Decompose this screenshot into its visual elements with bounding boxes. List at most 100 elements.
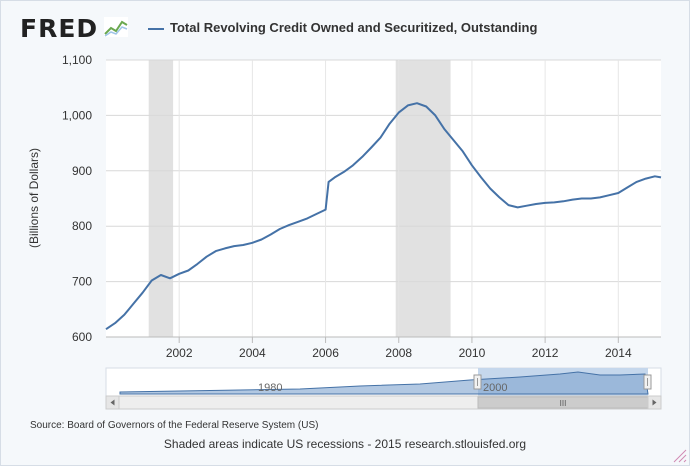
data-point — [517, 206, 519, 208]
y-tick-label: 800 — [72, 219, 92, 233]
plot-background — [106, 60, 661, 337]
data-point — [361, 156, 363, 158]
y-tick-label: 700 — [72, 275, 92, 289]
data-point — [370, 147, 372, 149]
source-note: Source: Board of Governors of the Federa… — [30, 420, 319, 431]
x-tick-label: 2014 — [605, 346, 632, 360]
navigator-label-2000: 2000 — [483, 382, 507, 394]
data-point — [251, 242, 253, 244]
data-point — [471, 164, 473, 166]
data-point — [178, 273, 180, 275]
data-point — [626, 186, 628, 188]
data-point — [142, 292, 144, 294]
series-layer — [105, 102, 662, 331]
data-point — [224, 247, 226, 249]
data-point — [352, 164, 354, 166]
data-point — [328, 181, 330, 183]
fred-logo: FRED — [20, 14, 99, 43]
x-tick-label: 2006 — [312, 346, 339, 360]
axes: 600 700 800 900 1,000 1,100 2002 2004 2006 2008 20… — [62, 53, 661, 360]
data-point — [206, 256, 208, 258]
data-point — [434, 114, 436, 116]
data-point — [270, 234, 272, 236]
data-point — [581, 198, 583, 200]
data-point — [572, 199, 574, 201]
data-point — [443, 128, 445, 130]
data-point — [590, 198, 592, 200]
data-point — [242, 244, 244, 246]
data-point — [498, 196, 500, 198]
y-tick-label: 1,100 — [62, 53, 92, 67]
data-point — [398, 112, 400, 114]
x-tick-label: 2012 — [532, 346, 559, 360]
data-point — [544, 202, 546, 204]
data-point — [261, 238, 263, 240]
y-axis-label: (Billions of Dollars) — [27, 148, 41, 248]
data-point — [114, 322, 116, 324]
data-point — [645, 178, 647, 180]
data-point — [160, 274, 162, 276]
data-point — [123, 314, 125, 316]
y-tick-label: 600 — [72, 330, 92, 344]
data-point — [480, 176, 482, 178]
data-point — [535, 203, 537, 205]
data-point — [169, 277, 171, 279]
scrollbar[interactable]: III — [105, 395, 662, 410]
data-point — [553, 201, 555, 203]
data-point — [215, 250, 217, 252]
data-point — [325, 209, 327, 211]
x-tick-label: 2008 — [385, 346, 412, 360]
data-point — [608, 194, 610, 196]
data-point — [233, 245, 235, 247]
data-point — [489, 188, 491, 190]
data-point — [526, 205, 528, 207]
resize-grip-icon[interactable] — [673, 449, 687, 463]
data-point — [617, 192, 619, 194]
recession-footnote: Shaded areas indicate US recessions - 20… — [163, 437, 527, 451]
data-point — [654, 175, 656, 177]
x-tick-label: 2004 — [239, 346, 266, 360]
data-point — [462, 150, 464, 152]
x-tick-label: 2010 — [459, 346, 486, 360]
legend[interactable]: Total Revolving Credit Owned and Securit… — [148, 20, 537, 35]
legend-swatch — [148, 27, 164, 30]
y-tick-label: 900 — [72, 164, 92, 178]
data-point — [562, 200, 564, 202]
scroll-grip-icon: III — [560, 399, 567, 408]
chevron-left-icon — [110, 399, 115, 406]
data-point — [389, 123, 391, 125]
data-point — [379, 137, 381, 139]
data-point — [660, 176, 662, 178]
data-point — [453, 139, 455, 141]
data-point — [334, 176, 336, 178]
data-point — [132, 303, 134, 305]
data-point — [508, 204, 510, 206]
data-point — [636, 181, 638, 183]
recession-band-1 — [395, 60, 451, 337]
navigator-label-1980: 1980 — [258, 382, 282, 394]
data-point — [306, 217, 308, 219]
chevron-right-icon — [652, 399, 657, 406]
data-point — [196, 263, 198, 265]
data-point — [105, 328, 107, 330]
navigator-series-area — [119, 371, 649, 395]
data-point — [407, 104, 409, 106]
data-point — [425, 106, 427, 108]
data-point — [279, 228, 281, 230]
data-point — [288, 224, 290, 226]
data-point — [151, 279, 153, 281]
data-point — [187, 270, 189, 272]
data-point — [599, 196, 601, 198]
data-point — [297, 221, 299, 223]
data-point — [416, 102, 418, 104]
legend-label: Total Revolving Credit Owned and Securit… — [170, 20, 538, 35]
recession-band-0 — [148, 60, 174, 337]
chart-line-icon — [104, 17, 128, 37]
series-line-0 — [105, 102, 662, 331]
data-point — [343, 171, 345, 173]
data-point — [315, 213, 317, 215]
x-tick-label: 2002 — [166, 346, 193, 360]
navigator[interactable]: 1980 2000 — [105, 367, 662, 397]
y-tick-label: 1,000 — [62, 108, 92, 122]
